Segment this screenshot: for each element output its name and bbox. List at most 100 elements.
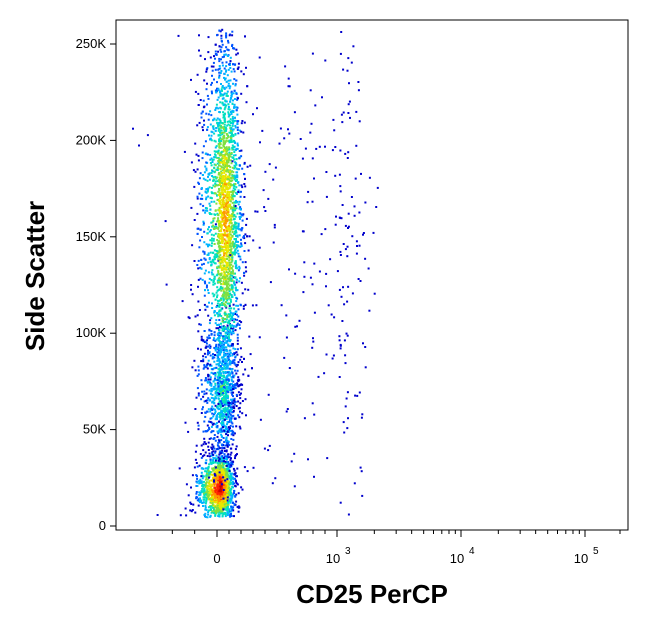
event-dot [204,269,207,272]
event-dot [215,256,218,259]
event-dot [230,287,233,290]
event-dot [222,220,225,223]
event-dot [317,375,320,378]
event-dot [223,214,226,216]
event-dot [204,178,207,181]
event-dot [229,500,231,502]
event-dot [216,388,219,391]
event-dot [230,226,233,229]
event-dot [225,32,228,35]
event-dot [242,236,245,239]
event-dot [206,179,209,182]
event-dot [210,498,213,501]
event-dot [232,227,235,230]
event-dot [230,417,233,420]
event-dot [205,477,208,480]
event-dot [208,428,211,431]
event-dot [222,423,225,426]
event-dot [234,245,237,248]
event-dot [223,194,226,197]
event-dot [223,351,225,354]
event-dot [229,277,232,280]
event-dot [229,85,232,88]
event-dot [233,207,236,210]
event-dot [229,383,231,386]
event-dot [220,485,223,488]
event-dot [228,196,231,199]
event-dot [348,82,350,85]
event-dot [346,255,349,258]
event-dot [214,156,217,159]
event-dot [206,492,209,495]
event-dot [235,244,238,247]
event-dot [225,200,228,203]
event-dot [237,255,240,258]
event-dot [222,388,225,391]
event-dot [209,376,212,379]
event-dot [201,408,204,411]
event-dot [221,443,224,446]
event-dot [368,309,371,312]
event-dot [197,181,200,184]
event-dot [220,230,223,233]
event-dot [241,361,243,363]
event-dot [228,244,231,246]
event-dot [202,449,205,452]
event-dot [222,426,225,429]
event-dot [313,262,316,265]
event-dot [359,280,362,282]
event-dot [209,514,212,517]
event-dot [206,305,209,308]
event-dot [228,270,231,272]
event-dot [211,259,214,262]
event-dot [228,410,231,413]
event-dot [222,508,225,511]
event-dot [233,504,236,507]
event-dot [234,116,236,119]
event-dot [217,448,220,451]
event-dot [218,146,221,149]
event-dot [233,245,235,248]
event-dot [220,204,223,207]
event-dot [212,415,215,418]
event-dot [221,430,223,433]
event-dot [199,277,202,280]
event-dot [224,318,226,320]
event-dot [239,327,241,330]
event-dot [214,461,217,464]
event-dot [213,331,216,334]
event-dot [236,67,239,70]
event-dot [230,177,233,180]
event-dot [219,141,222,144]
event-dot [204,496,207,499]
event-dot [229,79,232,82]
event-dot [227,415,230,418]
event-dot [224,141,227,143]
event-dot [223,117,226,120]
event-dot [218,505,221,507]
event-dot [224,513,227,516]
event-dot [226,262,229,264]
event-dot [217,509,220,512]
event-dot [347,285,350,288]
event-dot [218,393,221,395]
event-dot [207,292,210,294]
event-dot [203,488,206,491]
event-dot [223,453,226,456]
event-dot [205,243,208,246]
event-dot [236,176,239,179]
event-dot [222,155,225,158]
event-dot [221,363,224,365]
event-dot [229,245,232,248]
event-dot [189,501,192,504]
event-dot [236,113,239,116]
event-dot [219,203,222,206]
event-dot [217,497,220,500]
event-dot [198,323,201,326]
event-dot [218,313,221,316]
event-dot [220,146,223,149]
event-dot [195,491,198,493]
event-dot [216,324,219,326]
event-dot [227,280,230,283]
event-dot [229,325,232,328]
